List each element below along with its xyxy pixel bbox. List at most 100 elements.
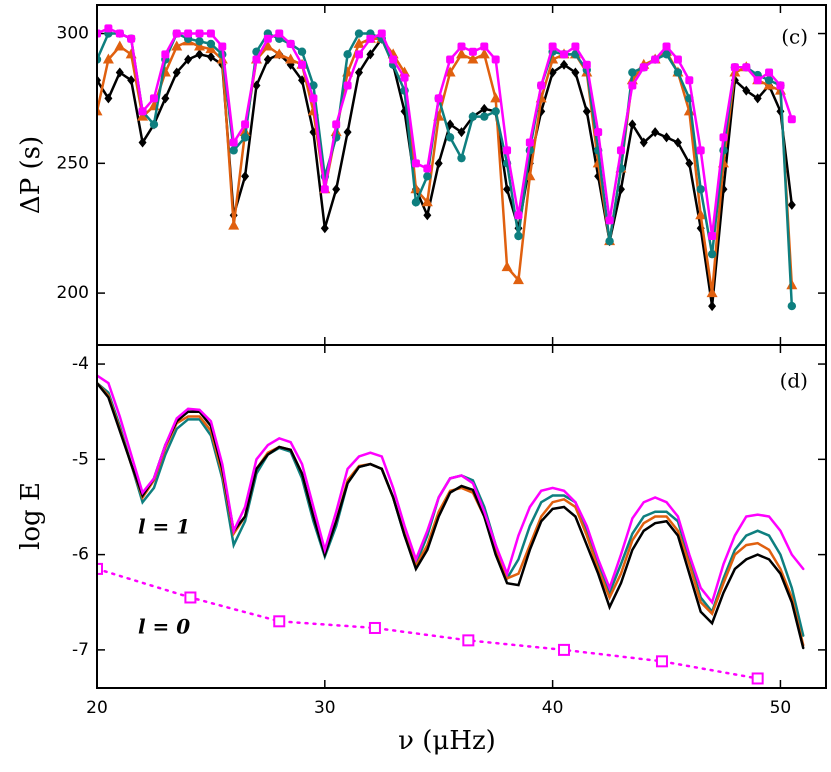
marker xyxy=(628,81,637,90)
marker xyxy=(102,53,114,64)
marker xyxy=(263,54,272,65)
marker xyxy=(241,171,250,182)
marker xyxy=(639,137,648,148)
marker xyxy=(206,29,215,38)
marker xyxy=(184,591,197,604)
marker xyxy=(514,231,523,241)
series-line xyxy=(97,31,794,308)
marker xyxy=(240,133,250,142)
marker xyxy=(765,68,774,77)
marker xyxy=(708,231,717,240)
marker xyxy=(787,115,796,124)
marker xyxy=(366,49,375,60)
marker xyxy=(616,146,625,155)
marker xyxy=(685,76,694,85)
marker xyxy=(753,76,762,85)
marker xyxy=(343,50,352,59)
marker xyxy=(400,73,409,82)
marker xyxy=(320,185,329,194)
annotation: l = 0 xyxy=(138,615,190,639)
marker xyxy=(503,146,512,155)
marker xyxy=(411,198,421,207)
marker xyxy=(275,29,284,38)
marker xyxy=(273,615,286,628)
y-tick-label: -6 xyxy=(72,545,89,565)
marker xyxy=(628,119,637,130)
marker xyxy=(241,120,250,129)
annotation: (d) xyxy=(780,369,808,393)
y-axis-label: log E xyxy=(16,482,46,550)
marker xyxy=(468,47,477,56)
marker xyxy=(651,55,660,64)
marker xyxy=(764,76,774,85)
marker xyxy=(115,29,124,38)
marker xyxy=(298,60,307,69)
marker xyxy=(366,34,375,43)
marker xyxy=(787,199,796,210)
marker xyxy=(320,223,329,234)
marker xyxy=(138,137,147,148)
marker xyxy=(171,40,183,51)
marker xyxy=(478,48,490,59)
marker xyxy=(434,94,443,103)
marker xyxy=(421,196,433,207)
marker xyxy=(377,29,386,38)
marker xyxy=(445,133,455,142)
marker xyxy=(695,209,707,220)
marker xyxy=(332,184,341,195)
marker xyxy=(343,81,352,90)
marker xyxy=(309,81,318,90)
marker xyxy=(273,48,285,59)
marker xyxy=(719,133,728,142)
marker xyxy=(114,40,126,51)
marker xyxy=(127,75,136,86)
y-tick-label: -7 xyxy=(72,640,89,660)
marker xyxy=(639,63,648,72)
marker xyxy=(582,106,591,117)
marker xyxy=(149,94,158,103)
marker xyxy=(410,183,422,194)
y-axis-label: ΔP (s) xyxy=(16,136,46,214)
series-line xyxy=(97,26,794,237)
marker xyxy=(696,146,705,155)
marker xyxy=(184,29,193,38)
marker xyxy=(423,172,432,181)
marker xyxy=(353,37,365,48)
y-tick-label: -5 xyxy=(72,449,89,469)
marker xyxy=(434,158,443,169)
marker xyxy=(776,81,785,90)
marker xyxy=(138,107,147,116)
marker xyxy=(628,68,637,77)
marker xyxy=(252,80,261,91)
marker xyxy=(594,128,603,137)
marker xyxy=(558,643,571,656)
marker xyxy=(228,219,240,230)
marker xyxy=(525,138,534,147)
marker xyxy=(491,55,500,64)
marker xyxy=(787,301,797,311)
marker xyxy=(252,55,261,64)
marker xyxy=(662,42,671,51)
marker xyxy=(309,94,318,103)
marker xyxy=(161,50,170,59)
series-line xyxy=(97,381,805,647)
annotation: l = 1 xyxy=(138,515,190,539)
marker xyxy=(491,107,500,116)
marker xyxy=(696,185,705,194)
marker xyxy=(97,105,103,116)
marker xyxy=(195,49,204,60)
marker xyxy=(582,60,591,69)
marker xyxy=(332,120,341,129)
marker xyxy=(467,53,479,64)
marker xyxy=(462,634,475,647)
marker xyxy=(444,66,456,77)
plot-area xyxy=(97,24,798,312)
marker xyxy=(172,29,181,38)
marker xyxy=(229,138,238,147)
series-line xyxy=(97,374,805,605)
annotation: (c) xyxy=(781,25,808,49)
marker xyxy=(457,127,466,138)
marker xyxy=(104,93,113,104)
marker xyxy=(423,164,432,173)
marker xyxy=(161,93,170,104)
